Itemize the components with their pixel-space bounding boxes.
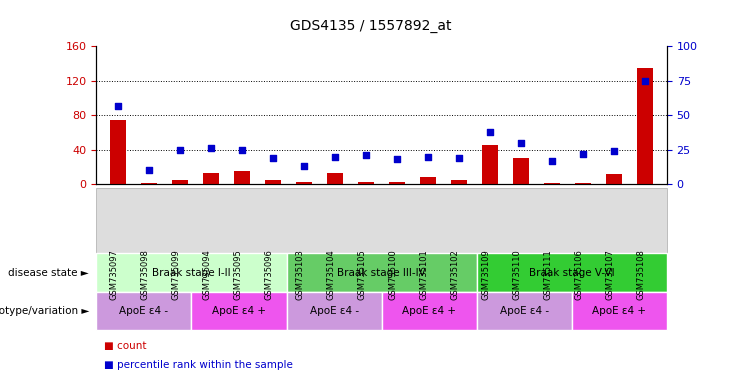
Text: GSM735107: GSM735107 [605, 250, 614, 300]
Point [453, 155, 465, 161]
Point [329, 154, 341, 160]
Text: ApoE ε4 +: ApoE ε4 + [592, 306, 646, 316]
Bar [203, 173, 219, 184]
Point [236, 147, 248, 153]
Text: GSM735102: GSM735102 [450, 250, 459, 300]
Text: GSM735099: GSM735099 [171, 250, 180, 300]
Text: ■ count: ■ count [104, 341, 146, 351]
Text: ApoE ε4 -: ApoE ε4 - [119, 306, 168, 316]
Point [112, 103, 124, 109]
Text: genotype/variation ►: genotype/variation ► [0, 306, 89, 316]
Bar [451, 180, 467, 184]
Bar [606, 174, 622, 184]
Text: GSM735110: GSM735110 [512, 250, 521, 300]
Text: ■ percentile rank within the sample: ■ percentile rank within the sample [104, 360, 293, 370]
Text: GSM735104: GSM735104 [326, 250, 335, 300]
Bar [359, 182, 374, 184]
Text: GSM735103: GSM735103 [295, 250, 304, 300]
Bar [576, 183, 591, 184]
Text: ApoE ε4 +: ApoE ε4 + [212, 306, 266, 316]
Bar [142, 183, 157, 184]
Bar [482, 146, 498, 184]
Bar [389, 182, 405, 184]
Text: GSM735094: GSM735094 [202, 250, 211, 300]
Point [484, 129, 496, 135]
Text: Braak stage III-IV: Braak stage III-IV [337, 268, 426, 278]
Point [205, 145, 217, 151]
Text: ApoE ε4 -: ApoE ε4 - [310, 306, 359, 316]
Text: GSM735096: GSM735096 [264, 250, 273, 300]
Text: GSM735108: GSM735108 [637, 250, 645, 300]
Text: GSM735101: GSM735101 [419, 250, 428, 300]
Point [546, 158, 558, 164]
Point [143, 167, 155, 174]
Text: GDS4135 / 1557892_at: GDS4135 / 1557892_at [290, 19, 451, 33]
Text: GSM735095: GSM735095 [233, 250, 242, 300]
Text: Braak stage I-II: Braak stage I-II [152, 268, 230, 278]
Point [391, 156, 403, 162]
Text: GSM735100: GSM735100 [388, 250, 397, 300]
Point [174, 147, 186, 153]
Text: disease state ►: disease state ► [8, 268, 89, 278]
Bar [173, 180, 187, 184]
Text: GSM735098: GSM735098 [140, 250, 149, 300]
Bar [265, 180, 281, 184]
Text: ApoE ε4 +: ApoE ε4 + [402, 306, 456, 316]
Text: GSM735097: GSM735097 [109, 250, 118, 300]
Text: ApoE ε4 -: ApoE ε4 - [499, 306, 549, 316]
Bar [328, 173, 343, 184]
Bar [234, 171, 250, 184]
Text: Braak stage V-VI: Braak stage V-VI [529, 268, 614, 278]
Text: GSM735106: GSM735106 [574, 250, 583, 300]
Bar [545, 183, 560, 184]
Point [577, 151, 589, 157]
Point [639, 78, 651, 84]
Text: GSM735109: GSM735109 [481, 250, 490, 300]
Text: GSM735111: GSM735111 [543, 250, 552, 300]
Point [268, 155, 279, 161]
Text: GSM735105: GSM735105 [357, 250, 366, 300]
Point [608, 148, 620, 154]
Point [298, 163, 310, 169]
Bar [420, 177, 436, 184]
Bar [514, 158, 529, 184]
Point [422, 154, 434, 160]
Point [515, 140, 527, 146]
Bar [637, 68, 653, 184]
Bar [110, 119, 126, 184]
Point [360, 152, 372, 158]
Bar [296, 182, 312, 184]
